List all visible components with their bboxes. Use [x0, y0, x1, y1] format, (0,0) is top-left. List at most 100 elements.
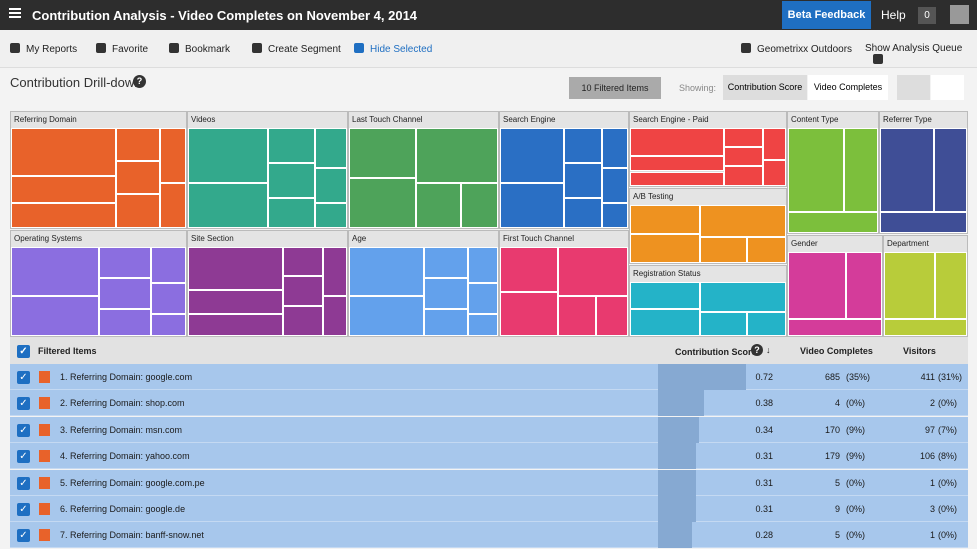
- treemap-tile[interactable]: [564, 198, 603, 228]
- treemap-tile[interactable]: [700, 236, 747, 263]
- treemap-view-button[interactable]: [897, 75, 930, 100]
- treemap-tile[interactable]: [564, 163, 603, 198]
- treemap-tile[interactable]: [11, 247, 99, 296]
- treemap-tile[interactable]: [630, 205, 701, 234]
- treemap-tile[interactable]: [762, 159, 786, 186]
- row-checkbox[interactable]: ✓: [17, 371, 30, 384]
- treemap-tile[interactable]: [323, 295, 347, 336]
- row-checkbox[interactable]: ✓: [17, 450, 30, 464]
- treemap-tile[interactable]: [267, 163, 316, 198]
- treemap-tile[interactable]: [700, 311, 747, 336]
- treemap-tile[interactable]: [116, 194, 160, 228]
- help-icon[interactable]: ?: [751, 344, 763, 356]
- treemap-tile[interactable]: [416, 183, 461, 228]
- queue-link[interactable]: Show Analysis Queue: [865, 43, 977, 66]
- treemap-tile[interactable]: [557, 247, 628, 296]
- row-checkbox[interactable]: ✓: [17, 503, 30, 516]
- menu-icon[interactable]: [9, 8, 21, 10]
- treemap-tile[interactable]: [602, 203, 628, 228]
- treemap-tile[interactable]: [700, 205, 786, 237]
- help-icon[interactable]: ?: [133, 75, 146, 88]
- treemap-tile[interactable]: [349, 128, 417, 178]
- row-checkbox[interactable]: ✓: [17, 476, 30, 490]
- treemap-tile[interactable]: [283, 276, 324, 306]
- treemap-tile[interactable]: [188, 247, 284, 290]
- row-checkbox[interactable]: ✓: [17, 423, 30, 437]
- treemap-tile[interactable]: [315, 128, 347, 168]
- treemap-tile[interactable]: [700, 282, 786, 312]
- treemap-panel[interactable]: Search Engine: [499, 111, 629, 229]
- table-row[interactable]: ✓ 5. Referring Domain: google.com.pe 0.31 5…: [10, 469, 968, 496]
- treemap-panel[interactable]: Videos: [187, 111, 348, 229]
- treemap-tile[interactable]: [747, 311, 786, 336]
- treemap-tile[interactable]: [788, 319, 882, 336]
- treemap-tile[interactable]: [315, 203, 347, 228]
- treemap-tile[interactable]: [98, 278, 151, 310]
- row-checkbox[interactable]: ✓: [17, 529, 30, 543]
- treemap-tile[interactable]: [596, 295, 628, 336]
- treemap-panel[interactable]: Last Touch Channel: [348, 111, 499, 229]
- treemap-tile[interactable]: [159, 128, 186, 183]
- treemap-panel[interactable]: Search Engine - Paid: [629, 111, 787, 187]
- treemap-tile[interactable]: [423, 309, 469, 336]
- treemap-panel[interactable]: First Touch Channel: [499, 230, 629, 337]
- treemap-tile[interactable]: [630, 128, 724, 156]
- treemap-tile[interactable]: [98, 247, 151, 279]
- help-link[interactable]: Help: [881, 8, 906, 22]
- treemap-tile[interactable]: [468, 313, 498, 336]
- table-row[interactable]: ✓ 6. Referring Domain: google.de 0.31 9 (0%)…: [10, 496, 968, 522]
- treemap-tile[interactable]: [788, 252, 847, 320]
- notification-count[interactable]: 0: [918, 7, 936, 24]
- treemap-tile[interactable]: [188, 183, 268, 228]
- treemap-tile[interactable]: [630, 282, 701, 309]
- treemap-tile[interactable]: [423, 278, 469, 310]
- treemap-tile[interactable]: [349, 247, 424, 296]
- treemap-tile[interactable]: [159, 183, 186, 228]
- treemap-tile[interactable]: [846, 252, 882, 320]
- treemap-tile[interactable]: [843, 128, 878, 212]
- tab[interactable]: Contribution Score: [723, 75, 807, 100]
- treemap-tile[interactable]: [416, 128, 498, 183]
- treemap-tile[interactable]: [349, 178, 417, 228]
- row-checkbox[interactable]: ✓: [17, 397, 30, 411]
- table-row[interactable]: ✓ 2. Referring Domain: shop.com 0.38 4 (0%) 2…: [10, 390, 968, 417]
- beta-button[interactable]: Beta Feedback: [782, 1, 871, 29]
- treemap-tile[interactable]: [315, 168, 347, 203]
- treemap-tile[interactable]: [188, 128, 268, 183]
- treemap-tile[interactable]: [880, 212, 967, 233]
- treemap-tile[interactable]: [880, 128, 934, 212]
- treemap-tile[interactable]: [11, 128, 116, 176]
- filtered-button[interactable]: 10 Filtered Items: [569, 77, 661, 99]
- table-row[interactable]: ✓ 1. Referring Domain: google.com 0.72 685 (…: [10, 364, 968, 390]
- treemap-tile[interactable]: [11, 176, 116, 203]
- treemap-tile[interactable]: [188, 313, 284, 336]
- treemap-tile[interactable]: [151, 282, 186, 314]
- treemap-tile[interactable]: [935, 252, 967, 320]
- treemap-tile[interactable]: [933, 128, 967, 212]
- table-row[interactable]: ✓ 7. Referring Domain: banff-snow.net 0.28…: [10, 522, 968, 549]
- treemap-tile[interactable]: [602, 168, 628, 203]
- treemap-tile[interactable]: [557, 295, 596, 336]
- treemap-tile[interactable]: [500, 183, 564, 228]
- treemap-tile[interactable]: [630, 309, 701, 336]
- treemap-tile[interactable]: [723, 166, 763, 186]
- treemap-tile[interactable]: [468, 247, 498, 283]
- treemap-tile[interactable]: [460, 183, 498, 228]
- column-header[interactable]: Contribution Score: [675, 347, 757, 357]
- treemap-tile[interactable]: [283, 247, 324, 277]
- treemap-tile[interactable]: [267, 128, 316, 163]
- toolbar-item[interactable]: My Reports: [10, 43, 77, 55]
- column-header[interactable]: Video Completes: [800, 346, 873, 356]
- column-header[interactable]: Visitors: [903, 346, 936, 356]
- treemap-panel[interactable]: Gender: [787, 235, 883, 337]
- treemap-panel[interactable]: Content Type: [787, 111, 879, 234]
- table-row[interactable]: ✓ 4. Referring Domain: yahoo.com 0.31 179 (9…: [10, 443, 968, 470]
- treemap-tile[interactable]: [630, 171, 724, 186]
- treemap-tile[interactable]: [602, 128, 628, 168]
- treemap-tile[interactable]: [500, 128, 564, 183]
- treemap-tile[interactable]: [283, 305, 324, 336]
- treemap-tile[interactable]: [500, 291, 558, 336]
- sort-icon[interactable]: ↓: [766, 345, 771, 355]
- toolbar-item[interactable]: Favorite: [96, 43, 148, 55]
- toolbar-item[interactable]: Create Segment: [252, 43, 341, 55]
